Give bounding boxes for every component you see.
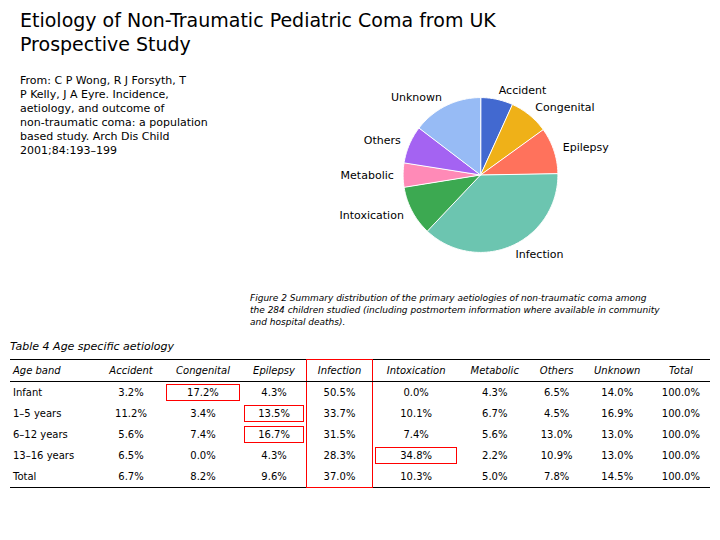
html-text:Table 4 Age specific aetiology: Table 4 Age specific aetiology xyxy=(10,340,174,353)
html-text:Intoxication: Intoxication xyxy=(386,365,446,376)
html-text:5.6%: 5.6% xyxy=(118,429,144,440)
html-text:1–5 years: 1–5 years xyxy=(13,408,62,419)
svg-text:Epilepsy: Epilepsy xyxy=(563,141,610,154)
svg-text:Metabolic: Metabolic xyxy=(341,169,394,182)
html-text:Age band: Age band xyxy=(13,365,61,376)
html-text:5.6%: 5.6% xyxy=(482,429,508,440)
html-text:6.5%: 6.5% xyxy=(543,387,570,398)
html-text:7.4%: 7.4% xyxy=(403,429,429,440)
html-text:2.2%: 2.2% xyxy=(482,450,508,461)
html-text:16.9%: 16.9% xyxy=(601,408,634,419)
html-text:13–16 years: 13–16 years xyxy=(13,450,75,461)
html-text:Unknown: Unknown xyxy=(594,365,641,376)
html-text:7.8%: 7.8% xyxy=(543,471,570,482)
html-text:0.0%: 0.0% xyxy=(403,387,429,398)
html-text:4.5%: 4.5% xyxy=(543,408,570,419)
html-text:Accident: Accident xyxy=(109,365,153,376)
html-text:Others: Others xyxy=(539,365,574,376)
html-text:3.4%: 3.4% xyxy=(190,408,216,419)
html-text:14.5%: 14.5% xyxy=(601,471,634,482)
html-text:Metabolic: Metabolic xyxy=(470,365,519,376)
html-text:Etiology of Non-Traumatic Pedi: Etiology of Non-Traumatic Pediatric Coma… xyxy=(20,9,496,55)
html-text:8.2%: 8.2% xyxy=(190,471,216,482)
html-text:33.7%: 33.7% xyxy=(323,408,356,419)
html-text:Epilepsy: Epilepsy xyxy=(253,365,295,376)
html-text:6–12 years: 6–12 years xyxy=(13,429,68,440)
svg-text:Others: Others xyxy=(364,134,401,147)
html-text:31.5%: 31.5% xyxy=(323,429,356,440)
html-text:16.7%: 16.7% xyxy=(258,429,290,440)
html-text:Figure 2 Summary distribution: Figure 2 Summary distribution of the pri… xyxy=(250,293,660,327)
html-text:11.2%: 11.2% xyxy=(115,408,147,419)
html-text:100.0%: 100.0% xyxy=(661,450,700,461)
html-text:14.0%: 14.0% xyxy=(601,387,634,398)
svg-text:Intoxication: Intoxication xyxy=(340,209,404,222)
html-text:10.9%: 10.9% xyxy=(540,450,573,461)
html-text:28.3%: 28.3% xyxy=(323,450,356,461)
html-text:6.7%: 6.7% xyxy=(118,471,144,482)
html-text:10.1%: 10.1% xyxy=(400,408,432,419)
html-text:50.5%: 50.5% xyxy=(323,387,356,398)
html-text:13.0%: 13.0% xyxy=(601,450,634,461)
html-text:13.5%: 13.5% xyxy=(258,408,290,419)
html-text:100.0%: 100.0% xyxy=(661,429,700,440)
html-text:From: C P Wong, R J Forsyth, T: From: C P Wong, R J Forsyth, T P Kelly, … xyxy=(20,74,208,157)
html-text:Congenital: Congenital xyxy=(176,365,230,376)
html-text:0.0%: 0.0% xyxy=(190,450,216,461)
html-text:34.8%: 34.8% xyxy=(400,450,432,461)
svg-text:Unknown: Unknown xyxy=(391,91,442,104)
html-text:5.0%: 5.0% xyxy=(482,471,508,482)
html-text:Infant: Infant xyxy=(13,387,43,398)
html-text:6.7%: 6.7% xyxy=(482,408,508,419)
html-text:100.0%: 100.0% xyxy=(661,387,700,398)
html-text:7.4%: 7.4% xyxy=(190,429,216,440)
html-text:4.3%: 4.3% xyxy=(261,387,287,398)
html-text:100.0%: 100.0% xyxy=(661,408,700,419)
svg-text:Congenital: Congenital xyxy=(535,101,594,114)
svg-text:Infection: Infection xyxy=(515,248,563,261)
html-text:17.2%: 17.2% xyxy=(187,387,219,398)
html-text:4.3%: 4.3% xyxy=(482,387,508,398)
html-text:3.2%: 3.2% xyxy=(118,387,144,398)
html-text:4.3%: 4.3% xyxy=(261,450,287,461)
html-text:37.0%: 37.0% xyxy=(323,471,356,482)
svg-text:Accident: Accident xyxy=(499,84,547,97)
html-text:Infection: Infection xyxy=(317,365,362,376)
html-text:13.0%: 13.0% xyxy=(601,429,634,440)
html-text:100.0%: 100.0% xyxy=(661,471,700,482)
html-text:10.3%: 10.3% xyxy=(400,471,432,482)
html-text:Total: Total xyxy=(13,471,37,482)
html-text:Total: Total xyxy=(669,365,693,376)
html-text:6.5%: 6.5% xyxy=(118,450,144,461)
html-text:9.6%: 9.6% xyxy=(261,471,287,482)
html-text:13.0%: 13.0% xyxy=(540,429,573,440)
